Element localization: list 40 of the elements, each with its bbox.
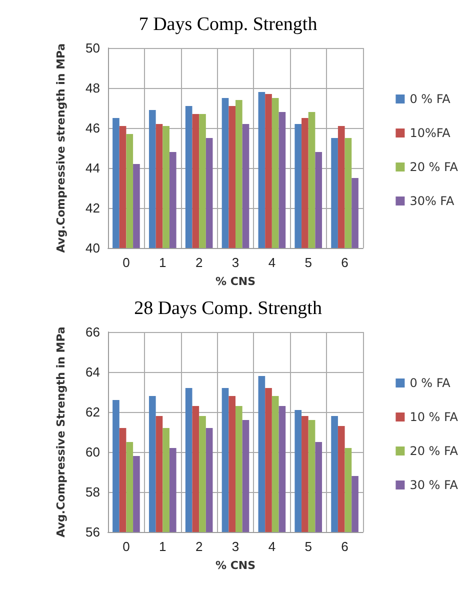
y-tick-label: 48 bbox=[86, 80, 100, 96]
x-tick-label: 0 bbox=[122, 255, 130, 270]
legend-label: 30% FA bbox=[410, 194, 455, 208]
legend-label: 20 % FA bbox=[410, 444, 459, 458]
y-tick-label: 60 bbox=[86, 444, 100, 460]
y-tick-label: 58 bbox=[86, 484, 100, 500]
x-tick-label: 6 bbox=[341, 255, 348, 270]
legend-label: 10 % FA bbox=[410, 410, 459, 424]
y-tick-label: 64 bbox=[86, 364, 100, 380]
x-axis-title: % CNS bbox=[215, 275, 256, 288]
y-tick-label: 66 bbox=[86, 324, 100, 340]
legend-label: 30 % FA bbox=[410, 478, 459, 492]
chart-title: 7 Days Comp. Strength bbox=[138, 14, 318, 35]
chart-title: 28 Days Comp. Strength bbox=[134, 298, 322, 319]
x-tick-label: 5 bbox=[304, 539, 312, 554]
legend-label: 10%FA bbox=[410, 126, 452, 140]
y-tick-label: 46 bbox=[86, 120, 100, 136]
x-tick-label: 0 bbox=[122, 539, 130, 554]
x-tick-label: 3 bbox=[232, 255, 240, 270]
y-tick-label: 62 bbox=[86, 404, 100, 420]
y-tick-label: 56 bbox=[86, 524, 100, 540]
x-tick-label: 4 bbox=[268, 255, 276, 270]
y-axis-title: Avg.Compressive strength in MPa bbox=[54, 43, 68, 253]
x-tick-label: 3 bbox=[232, 539, 240, 554]
x-tick-label: 1 bbox=[159, 539, 166, 554]
y-tick-label: 40 bbox=[86, 240, 100, 256]
x-tick-label: 1 bbox=[159, 255, 166, 270]
y-tick-label: 44 bbox=[86, 160, 100, 176]
y-tick-label: 42 bbox=[86, 200, 100, 216]
x-tick-label: 2 bbox=[195, 255, 203, 270]
x-tick-label: 6 bbox=[341, 539, 348, 554]
x-tick-label: 5 bbox=[304, 255, 312, 270]
x-tick-label: 4 bbox=[268, 539, 276, 554]
legend-label: 0 % FA bbox=[410, 376, 452, 390]
y-axis-title: Avg.Compressive Strength in MPa bbox=[54, 326, 68, 538]
x-tick-label: 2 bbox=[195, 539, 203, 554]
y-tick-label: 50 bbox=[86, 40, 100, 56]
legend-label: 20 % FA bbox=[410, 160, 459, 174]
legend-label: 0 % FA bbox=[410, 92, 452, 106]
x-axis-title: % CNS bbox=[215, 559, 256, 572]
